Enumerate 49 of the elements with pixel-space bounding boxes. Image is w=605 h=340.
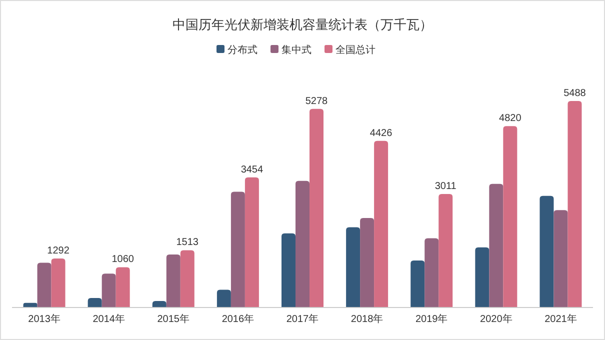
bar [116,267,130,307]
bar [503,126,518,307]
bar [244,177,259,307]
bar [475,247,490,307]
bar [310,108,324,307]
bar [152,300,166,307]
data-label: 5488 [564,88,586,99]
legend-label: 全国总计 [336,44,376,56]
x-tick-label: 2020年 [480,313,512,325]
x-tick-label: 2014年 [92,313,125,325]
x-tick-label: 2019年 [415,313,448,325]
data-label: 1060 [112,254,134,266]
bar [424,238,439,307]
x-tick-label: 2015年 [157,313,190,325]
bar [438,194,453,307]
bar [374,140,388,307]
bar [554,210,568,307]
bar [282,233,296,307]
bar [540,196,554,307]
data-label: 3011 [434,180,457,192]
bar [102,274,116,307]
bar [489,184,504,307]
bar [568,101,582,307]
chart-title: 中国历年光伏新增装机容量统计表（万千瓦） [172,17,432,32]
bar [23,302,38,307]
bar [216,290,231,307]
x-tick-label: 2016年 [222,313,254,325]
bar [51,258,66,307]
x-tick-label: 2017年 [286,313,319,325]
data-label: 3454 [240,164,264,176]
data-label: 5278 [305,96,328,107]
data-label: 4820 [499,113,522,124]
legend-label: 集中式 [282,44,312,56]
bar [296,180,310,307]
x-tick-label: 2013年 [28,313,60,325]
bar [180,250,194,307]
legend-label: 分布式 [228,44,258,56]
bar [88,298,102,307]
x-tick-label: 2018年 [350,313,384,325]
data-label: 1513 [176,237,199,248]
bar [166,254,180,307]
data-label: 1292 [47,246,70,257]
data-label: 4426 [370,128,393,139]
bar [346,227,360,307]
bar [410,260,425,307]
bar [37,262,52,307]
bar [360,218,374,307]
bar [230,192,245,307]
x-tick-label: 2021年 [544,313,577,325]
